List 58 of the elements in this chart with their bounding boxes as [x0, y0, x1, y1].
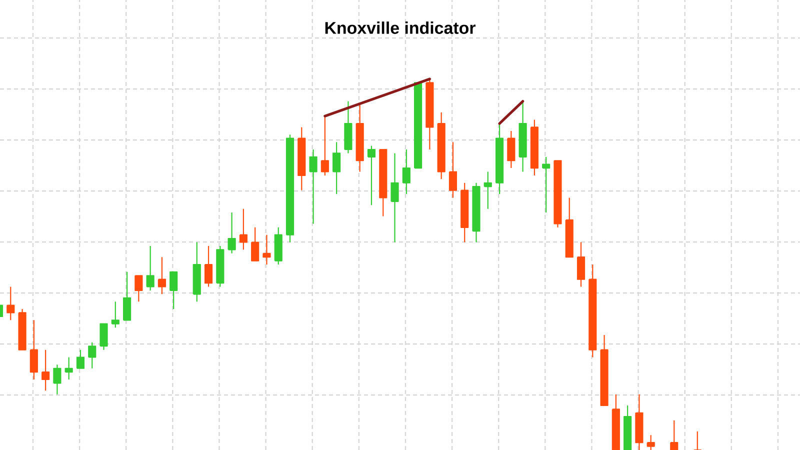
candlestick	[367, 145, 376, 206]
candlestick	[286, 134, 294, 243]
candlestick	[30, 320, 38, 380]
candlestick	[158, 256, 166, 295]
candlestick	[612, 394, 620, 450]
candlestick	[204, 245, 213, 288]
candlestick	[448, 142, 458, 198]
candlestick	[693, 430, 702, 450]
candlestick	[239, 208, 248, 250]
candlestick	[518, 100, 527, 172]
candlestick	[146, 245, 154, 292]
candlestick	[530, 119, 538, 176]
candlestick	[356, 104, 364, 172]
chart-title: Knoxville indicator	[325, 22, 476, 34]
candlestick	[670, 420, 678, 450]
candlestick	[76, 349, 85, 369]
candlestick	[53, 364, 62, 395]
candlestick	[495, 122, 504, 195]
candlestick	[426, 78, 434, 150]
candlestick	[192, 242, 201, 302]
candlestick	[170, 271, 178, 310]
candlestick	[344, 100, 352, 154]
candlestick	[414, 82, 422, 169]
candlestick	[624, 404, 632, 450]
candlestick	[262, 234, 271, 266]
candlestick	[309, 148, 318, 224]
candlestick	[332, 142, 341, 195]
candlestick	[379, 148, 388, 217]
candlestick	[320, 116, 329, 176]
candlestick	[216, 245, 224, 288]
candlestick	[6, 286, 15, 321]
candlestick	[228, 212, 236, 254]
candlestick	[437, 112, 446, 180]
candlestick	[42, 349, 50, 392]
candlestick	[402, 148, 410, 195]
candlestick	[554, 160, 562, 228]
candlestick	[507, 130, 516, 169]
candlestick	[390, 152, 399, 243]
candlestick	[542, 156, 550, 214]
candlestick	[88, 342, 96, 369]
candlestick	[274, 226, 282, 266]
candlestick	[134, 275, 143, 302]
candlestick	[100, 323, 108, 350]
candlestick	[646, 434, 655, 450]
candlestick	[484, 171, 492, 210]
candlestick	[251, 226, 260, 262]
candlestick	[123, 271, 132, 321]
candlestick	[635, 394, 644, 450]
candlestick	[576, 242, 586, 288]
candlestick	[64, 356, 73, 380]
candlestick	[472, 182, 480, 243]
candlestick	[298, 126, 306, 191]
candlestick	[565, 197, 574, 258]
candlestick	[460, 182, 469, 243]
candlestick	[111, 301, 120, 328]
candlestick	[600, 334, 608, 406]
candlestick	[18, 308, 26, 350]
candlestick	[588, 264, 597, 358]
